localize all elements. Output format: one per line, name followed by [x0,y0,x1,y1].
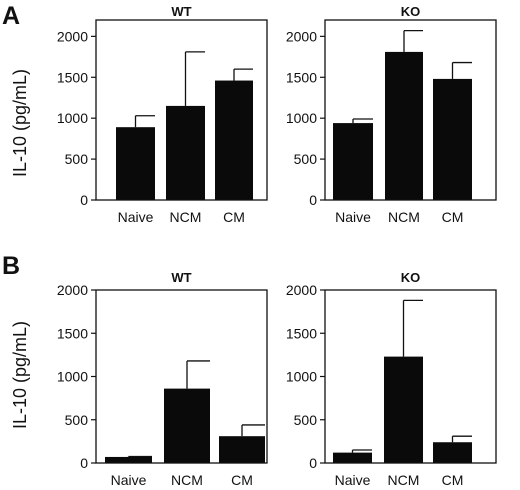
bar-b-ko-naive [333,452,372,463]
chart-title-b-wt: WT [171,270,191,285]
y-tick-label-a-wt-1000: 1000 [57,110,88,126]
bar-a-ko-cm [433,78,472,200]
x-tick-label-b-ko-ncm: NCM [388,472,420,488]
chart-a-ko: KO Naive NCM CM 0 500 1000 1500 2000 [286,4,497,225]
bar-a-ko-ncm [385,51,423,201]
y-tick-label-a-ko-500: 500 [294,151,318,167]
plot-frame-b-ko [324,289,497,464]
bar-a-wt-naive [116,127,155,200]
y-tick-label-b-ko-500: 500 [294,412,318,428]
y-tick-label-a-wt-500: 500 [65,151,89,167]
x-tick-label-b-wt-naive: Naive [111,472,147,488]
bar-b-ko-cm [433,442,472,463]
y-tick-label-b-wt-500: 500 [65,412,89,428]
bar-b-wt-cm [219,436,265,463]
y-tick-label-a-ko-1000: 1000 [286,110,317,126]
y-tick-label-a-wt-0: 0 [80,192,88,208]
bar-a-wt-ncm [166,105,205,200]
plot-frame-a-wt [95,19,268,201]
plot-frame-a-ko [324,19,497,201]
chart-title-a-ko: KO [401,4,421,19]
bar-b-ko-ncm [384,356,423,463]
bar-a-wt-cm [215,80,253,200]
x-tick-label-a-ko-ncm: NCM [388,209,420,225]
y-tick-label-b-ko-0: 0 [309,455,317,471]
panel-letter-b: B [2,252,20,280]
x-tick-label-b-ko-cm: CM [442,472,464,488]
y-tick-label-a-ko-2000: 2000 [286,28,317,44]
y-tick-label-a-ko-0: 0 [309,192,317,208]
bar-a-ko-naive [333,123,373,200]
x-tick-label-a-ko-cm: CM [442,209,464,225]
chart-b-wt: WT Naive NCM CM 0 500 1000 1500 2000 [57,270,268,488]
y-tick-label-a-wt-2000: 2000 [57,28,88,44]
plot-frame-b-wt [95,289,268,464]
x-tick-label-a-wt-cm: CM [223,209,245,225]
x-tick-label-b-ko-naive: Naive [335,472,371,488]
x-tick-label-a-wt-naive: Naive [118,209,154,225]
chart-a-wt: WT Naive NCM CM 0 500 1000 1500 2000 [57,4,268,225]
chart-title-b-ko: KO [401,270,421,285]
x-tick-label-b-wt-ncm: NCM [171,472,203,488]
y-tick-label-b-wt-1000: 1000 [57,369,88,385]
chart-b-ko: KO Naive NCM CM 0 500 1000 1500 2000 [286,270,497,488]
y-tick-label-b-wt-0: 0 [80,455,88,471]
chart-title-a-wt: WT [171,4,191,19]
bar-b-wt-ncm [164,388,210,463]
y-tick-label-b-ko-1500: 1500 [286,325,317,341]
y-tick-label-a-ko-1500: 1500 [286,69,317,85]
y-tick-label-a-wt-1500: 1500 [57,69,88,85]
bar-b-wt-naive [105,456,152,463]
x-tick-label-a-ko-naive: Naive [335,209,371,225]
y-tick-label-b-wt-2000: 2000 [57,282,88,298]
panel-letter-a: A [2,2,20,30]
x-tick-label-b-wt-cm: CM [231,472,253,488]
y-tick-label-b-wt-1500: 1500 [57,325,88,341]
y-tick-label-b-ko-2000: 2000 [286,282,317,298]
y-tick-label-b-ko-1000: 1000 [286,369,317,385]
x-tick-label-a-wt-ncm: NCM [170,209,202,225]
y-axis-label-a: IL-10 (pg/mL) [10,69,30,177]
y-axis-label-b: IL-10 (pg/mL) [10,321,30,429]
